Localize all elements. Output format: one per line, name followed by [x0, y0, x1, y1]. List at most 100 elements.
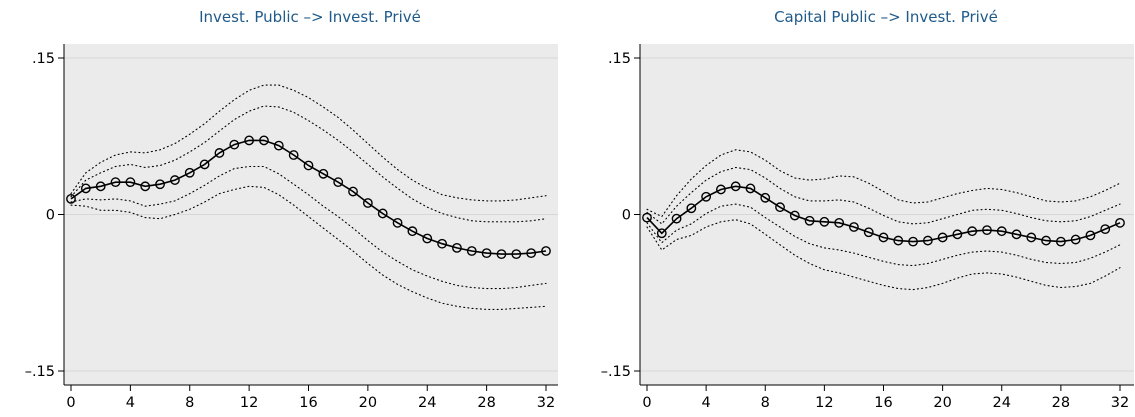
data-point: [377, 208, 388, 219]
data-point: [140, 181, 151, 192]
confidence-band-upper-outer: [646, 149, 1121, 218]
data-point: [745, 183, 756, 194]
data-point: [541, 246, 551, 256]
data-point: [526, 248, 537, 259]
data-point: [908, 236, 918, 247]
data-point: [642, 212, 652, 223]
data-point: [466, 246, 477, 256]
data-point: [849, 222, 859, 232]
x-tick-label: 20: [359, 395, 377, 411]
data-point: [481, 248, 492, 259]
data-point: [952, 229, 963, 240]
confidence-band-upper-outer: [70, 84, 547, 202]
data-point: [1055, 236, 1066, 247]
data-point: [1115, 217, 1125, 228]
confidence-band-lower-outer: [646, 219, 1121, 291]
data-point: [95, 181, 106, 192]
chart-title: Invest. Public –> Invest. Privé: [199, 8, 421, 26]
data-point: [110, 177, 121, 188]
data-point: [656, 228, 667, 239]
data-point: [671, 213, 682, 224]
y-tick-label: 0: [46, 208, 55, 224]
confidence-band-lower-outer: [70, 185, 547, 310]
data-point: [66, 193, 76, 204]
x-tick-label: 4: [702, 395, 711, 411]
data-point: [760, 192, 771, 203]
x-tick-label: 24: [993, 395, 1011, 411]
data-point: [863, 227, 874, 238]
confidence-band-upper-inner: [646, 166, 1121, 225]
x-tick-label: 8: [761, 395, 770, 411]
y-tick-label: 0: [622, 208, 631, 224]
x-tick-label: 12: [240, 395, 258, 411]
data-point: [701, 191, 712, 202]
impulse-response-line: [70, 139, 547, 255]
chart-title: Capital Public –> Invest. Privé: [774, 8, 998, 26]
data-point: [1070, 234, 1081, 245]
y-tick-label: –.15: [25, 364, 55, 380]
panel-invest-public-to-private: Invest. Public –> Invest. Privé .15 0 –.15…: [25, 8, 558, 411]
data-point: [1026, 232, 1037, 243]
y-tick-label: .15: [608, 51, 631, 67]
x-tick-label: 28: [477, 395, 495, 411]
data-point: [967, 226, 978, 237]
data-point: [878, 232, 889, 243]
x-tick-label: 0: [66, 395, 75, 411]
data-point: [170, 175, 180, 185]
data-point: [1085, 230, 1096, 241]
data-point: [303, 160, 314, 171]
x-tick-label: 24: [418, 395, 436, 411]
x-tick-label: 28: [1052, 395, 1070, 411]
data-point: [496, 249, 507, 260]
data-point: [184, 167, 195, 178]
x-tick-label: 0: [642, 395, 651, 411]
data-point: [893, 235, 904, 246]
x-tick-label: 4: [126, 395, 135, 411]
x-tick-label: 32: [537, 395, 555, 411]
data-point: [730, 181, 741, 192]
data-point: [937, 232, 948, 243]
data-point: [199, 159, 210, 170]
data-point: [214, 148, 225, 158]
data-point: [452, 242, 462, 253]
data-point: [996, 226, 1007, 237]
data-point: [155, 179, 165, 190]
confidence-band-lower-inner: [70, 165, 547, 290]
data-point: [333, 177, 344, 188]
data-point: [348, 186, 358, 197]
x-tick-label: 32: [1111, 395, 1129, 411]
data-point: [288, 150, 299, 160]
data-point: [259, 135, 269, 146]
data-point: [125, 177, 136, 188]
data-point: [511, 249, 522, 260]
data-point: [789, 210, 800, 221]
data-point: [1011, 229, 1022, 240]
x-tick-label: 20: [933, 395, 951, 411]
panel-capital-public-to-private: Capital Public –> Invest. Privé .15 0 –.15…: [601, 8, 1134, 411]
data-point: [819, 216, 830, 227]
y-tick-label: .15: [32, 51, 55, 67]
confidence-band-upper-inner: [70, 105, 547, 223]
data-point: [362, 198, 373, 208]
data-point: [437, 238, 447, 249]
data-point: [686, 203, 697, 214]
x-tick-label: 8: [185, 395, 194, 411]
impulse-response-line: [646, 185, 1121, 243]
data-point: [775, 202, 785, 213]
data-point: [716, 184, 726, 195]
data-point: [407, 226, 418, 237]
data-point: [1041, 235, 1051, 246]
data-point: [318, 168, 329, 179]
data-point: [422, 233, 433, 244]
data-point: [834, 217, 845, 228]
x-tick-label: 16: [874, 395, 892, 411]
x-tick-label: 12: [815, 395, 833, 411]
data-point: [392, 217, 403, 228]
data-point: [804, 215, 815, 226]
data-point: [982, 225, 992, 236]
data-point: [273, 140, 284, 151]
data-point: [922, 235, 933, 246]
data-point: [80, 183, 91, 194]
data-point: [229, 139, 240, 150]
